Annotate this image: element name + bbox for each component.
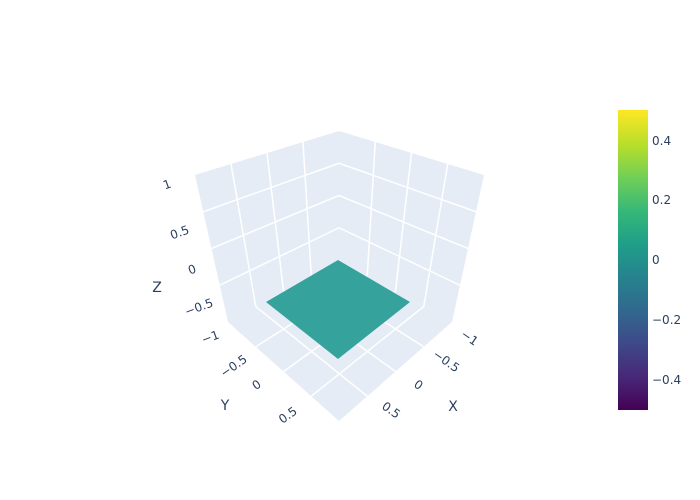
y-tick-label[interactable]: −0.5 bbox=[218, 352, 250, 380]
colorbar-tick-label: 0.2 bbox=[652, 193, 671, 207]
z-tick-label[interactable]: −1 bbox=[200, 328, 221, 347]
x-tick-label[interactable]: −0.5 bbox=[430, 347, 462, 375]
z-tick-label[interactable]: 1 bbox=[161, 177, 173, 193]
colorbar-tick-label: 0 bbox=[652, 253, 660, 267]
colorbar-tick-label: 0.4 bbox=[652, 134, 671, 148]
colorbar-tick-label: −0.2 bbox=[652, 313, 681, 327]
grid-line bbox=[211, 194, 340, 250]
grid-line bbox=[338, 227, 461, 286]
y-axis-title: Y bbox=[220, 398, 230, 414]
surface bbox=[266, 260, 410, 359]
grid-line bbox=[255, 305, 368, 397]
colorbar[interactable]: 0.4 0.2 0 −0.2 −0.4 bbox=[618, 110, 681, 410]
z-tick-label[interactable]: −0.5 bbox=[183, 296, 215, 319]
wall-left bbox=[195, 131, 339, 322]
z-axis-title: Z bbox=[152, 280, 162, 296]
wall-right bbox=[339, 131, 484, 322]
grid-line bbox=[219, 227, 340, 286]
x-tick-label[interactable]: 0 bbox=[411, 377, 425, 393]
grid-line bbox=[202, 162, 340, 213]
z-tick-label[interactable]: 0.5 bbox=[168, 223, 191, 243]
x-tick-label[interactable]: −1 bbox=[458, 327, 481, 349]
colorbar-gradient[interactable] bbox=[618, 110, 648, 410]
y-tick-label[interactable]: 0 bbox=[249, 377, 263, 393]
x-tick-label[interactable]: 0.5 bbox=[379, 399, 403, 421]
grid-line bbox=[338, 162, 477, 213]
y-tick-label[interactable]: 0.5 bbox=[276, 404, 300, 426]
colorbar-tick-label: −0.4 bbox=[652, 373, 681, 387]
z-tick-label[interactable]: 0 bbox=[186, 262, 198, 278]
x-axis-title: X bbox=[448, 399, 458, 415]
grid-line bbox=[338, 194, 469, 250]
